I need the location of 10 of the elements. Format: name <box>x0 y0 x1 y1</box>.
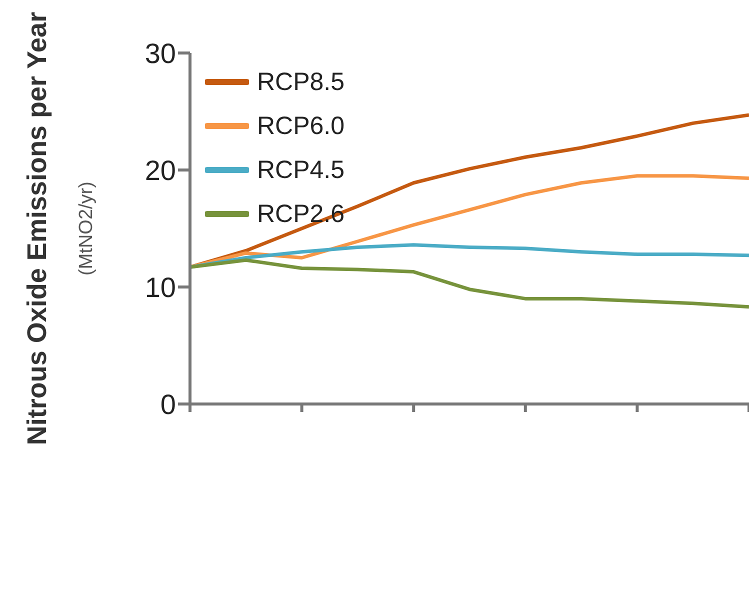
legend-label: RCP2.6 <box>257 200 345 228</box>
y-tick-label: 20 <box>144 154 176 186</box>
y-tick-label: 30 <box>144 38 176 69</box>
legend-label: RCP6.0 <box>257 112 345 140</box>
legend-label: RCP8.5 <box>257 68 345 96</box>
y-tick-label: 0 <box>160 388 176 420</box>
line-series <box>190 258 749 309</box>
y-axis-title: Nitrous Oxide Emissions per Year (MtNO2/yr) <box>22 11 97 446</box>
y-tick-label: 10 <box>144 272 176 303</box>
legend-label: RCP4.5 <box>257 156 345 184</box>
